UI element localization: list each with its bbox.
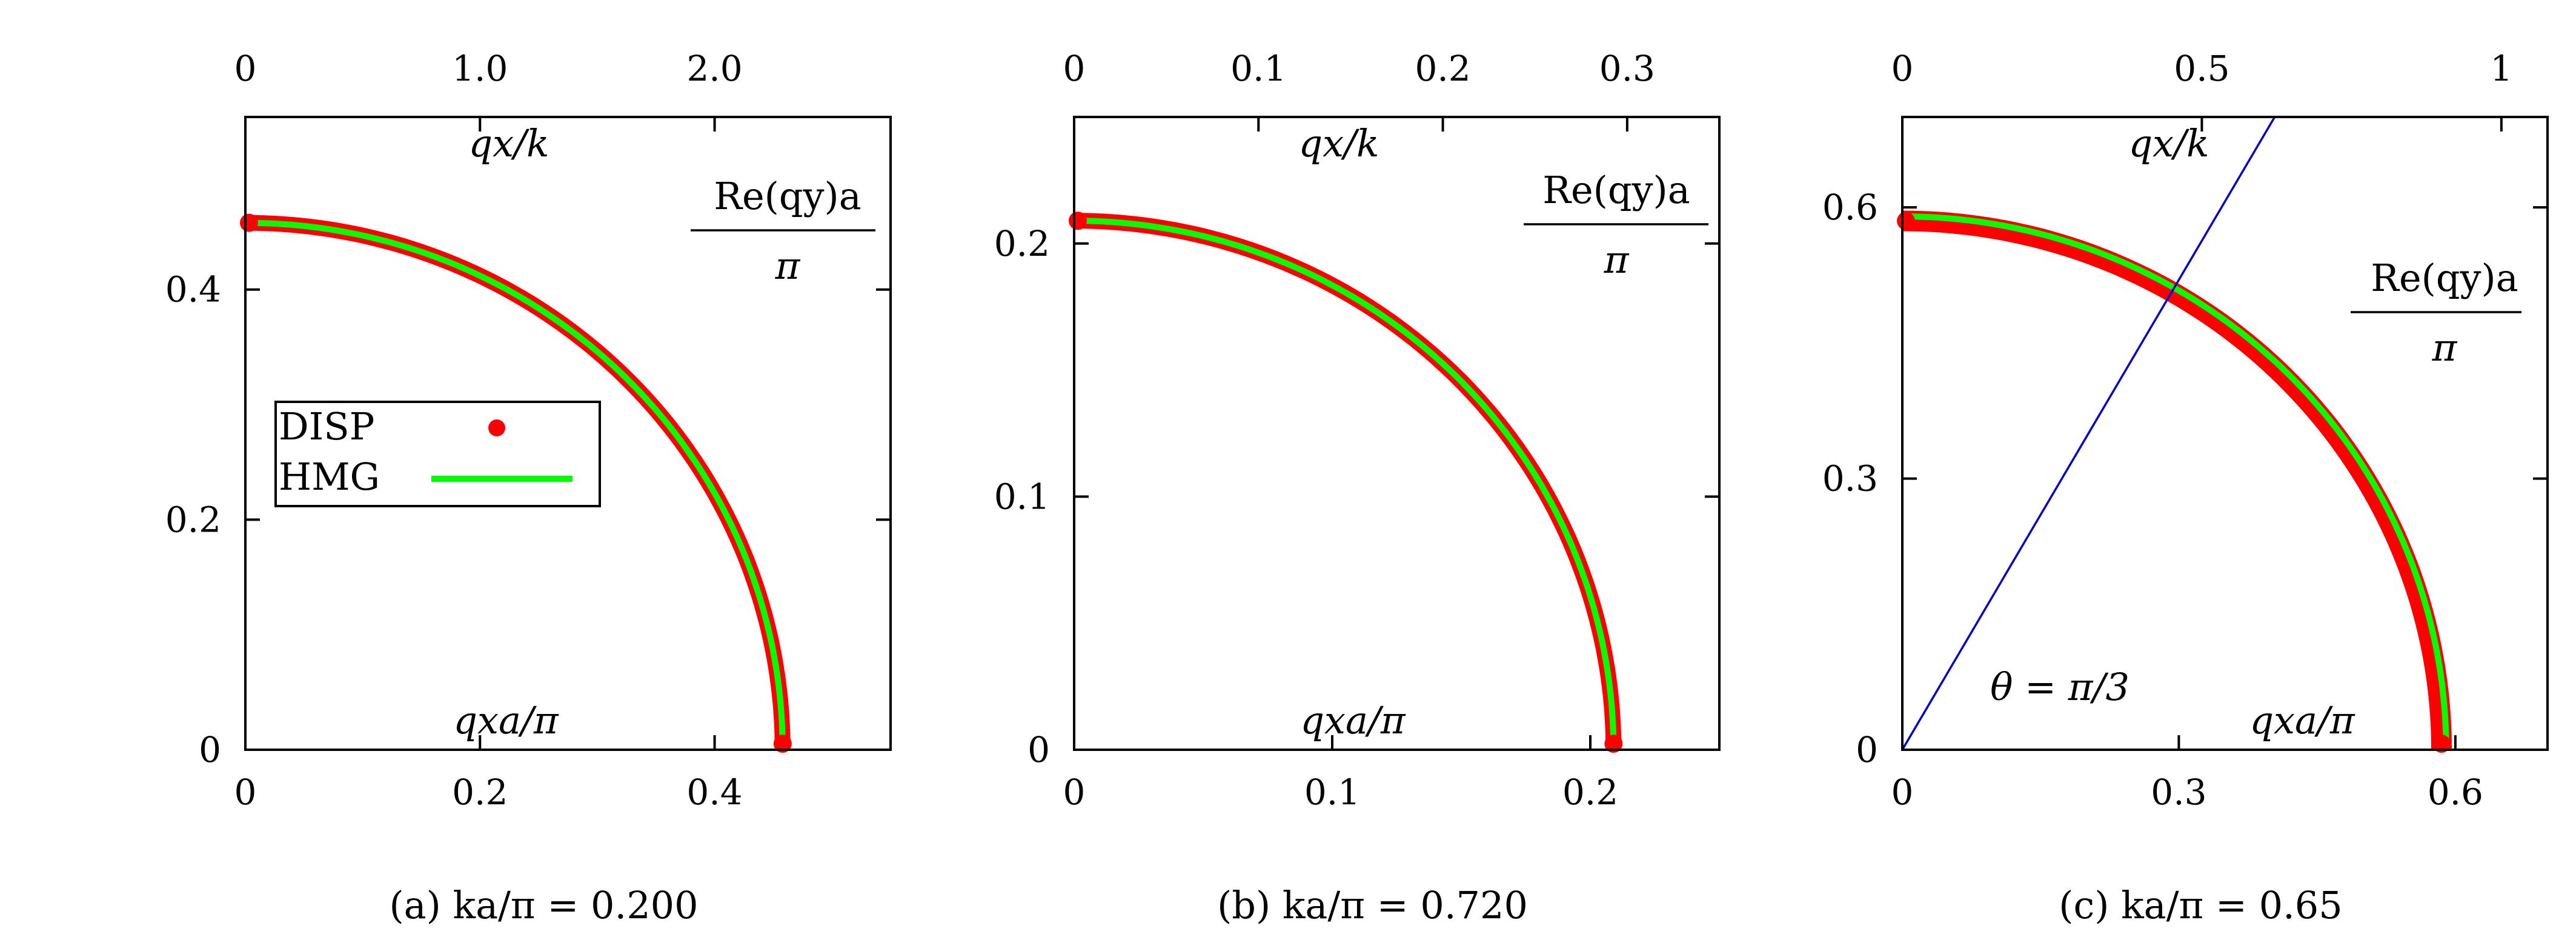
label-qx-over-k: qx/k — [1298, 121, 1379, 165]
series-disp-point — [2432, 735, 2451, 753]
label-qx-over-k: qx/k — [468, 121, 549, 165]
y-tick-label: 0.2 — [165, 499, 221, 540]
y-tick-label: 0 — [1027, 729, 1050, 770]
label-re-qy-denominator: π — [1604, 238, 1630, 282]
plot-area — [1902, 117, 2452, 750]
axes-frame — [1073, 116, 1721, 751]
series-disp-point — [240, 213, 258, 232]
top-tick-label: 0.2 — [1415, 48, 1470, 89]
series-disp-point — [1897, 212, 1915, 230]
top-tick-label: 1 — [2490, 48, 2512, 89]
axes-frame — [1901, 116, 2549, 751]
plot-area — [1074, 213, 1622, 750]
x-tick-label: 0.6 — [2428, 772, 2483, 813]
top-tick-label: 0.3 — [1599, 48, 1655, 89]
series-hmg-arc — [245, 219, 786, 750]
label-re-qy-denominator: π — [2432, 325, 2458, 370]
top-tick-label: 0 — [1063, 48, 1086, 89]
label-qx-over-k: qx/k — [2128, 121, 2209, 165]
legend-marker-disp — [488, 419, 505, 436]
x-tick-label: 0 — [1063, 772, 1086, 813]
y-tick-label: 0.6 — [1822, 187, 1878, 228]
series-hmg-arc — [1074, 218, 1617, 750]
series-disp-point — [773, 735, 792, 753]
top-tick-label: 1.0 — [452, 48, 508, 89]
label-re-qy-numerator: Re(qy)a — [714, 174, 861, 218]
panel-a: 0 0.2 0.4 0 1.0 2.0 0 0.2 0.4 qx/k qxa/π Re(qy)a π DI… — [165, 48, 892, 927]
series-disp-arc — [1902, 210, 2452, 750]
legend-label-disp: DISP — [279, 404, 374, 449]
label-qxa-over-pi: qxa/π — [453, 698, 559, 742]
legend-box — [274, 401, 601, 507]
panel-b: 0 0.1 0.2 0 0.1 0.2 0.3 0 0.1 0.2 qx/k qxa/π Re(qy)a… — [994, 48, 1721, 927]
top-tick-label: 0 — [234, 48, 257, 89]
x-tick-label: 0 — [234, 772, 257, 813]
x-tick-label: 0.3 — [2151, 772, 2206, 813]
top-tick-label: 0.1 — [1230, 48, 1286, 89]
top-tick-label: 2.0 — [686, 48, 742, 89]
series-disp-point — [1069, 212, 1087, 230]
caption: (c) ka/π = 0.65 — [2059, 883, 2342, 927]
panel-c: 0 0.3 0.6 0 0.5 1 0 0.3 0.6 qx/k qxa/π Re(qy)a π θ = … — [1822, 48, 2549, 927]
label-theta: θ = π/3 — [1990, 665, 2130, 709]
caption: (a) ka/π = 0.200 — [389, 883, 698, 927]
label-qxa-over-pi: qxa/π — [1300, 698, 1406, 742]
x-tick-label: 0 — [1891, 772, 1914, 813]
y-tick-label: 0 — [199, 729, 221, 770]
axes-frame — [244, 116, 892, 751]
legend: DISP HMG — [274, 401, 601, 507]
caption: (b) ka/π = 0.720 — [1217, 883, 1528, 927]
legend-label-hmg: HMG — [279, 455, 380, 499]
series-disp-arc — [1074, 213, 1622, 750]
y-tick-label: 0.4 — [165, 269, 221, 310]
y-tick-label: 0.1 — [994, 476, 1050, 517]
x-tick-label: 0.2 — [452, 772, 508, 813]
label-re-qy-numerator: Re(qy)a — [1542, 168, 1690, 212]
label-re-qy-numerator: Re(qy)a — [2371, 256, 2518, 300]
top-tick-label: 0 — [1891, 48, 1914, 89]
label-re-qy-denominator: π — [775, 244, 801, 288]
y-tick-label: 0.2 — [994, 223, 1050, 264]
plot-area — [245, 215, 791, 750]
top-tick-label: 0.5 — [2174, 48, 2229, 89]
x-tick-label: 0.2 — [1562, 772, 1618, 813]
y-tick-label: 0 — [1856, 729, 1878, 770]
y-tick-label: 0.3 — [1822, 458, 1878, 499]
x-tick-label: 0.4 — [686, 772, 742, 813]
series-angle-line — [1902, 117, 2276, 750]
label-qxa-over-pi: qxa/π — [2249, 698, 2355, 742]
series-hmg-arc — [1902, 213, 2449, 750]
series-disp-point — [1604, 735, 1623, 753]
x-tick-label: 0.1 — [1304, 772, 1360, 813]
